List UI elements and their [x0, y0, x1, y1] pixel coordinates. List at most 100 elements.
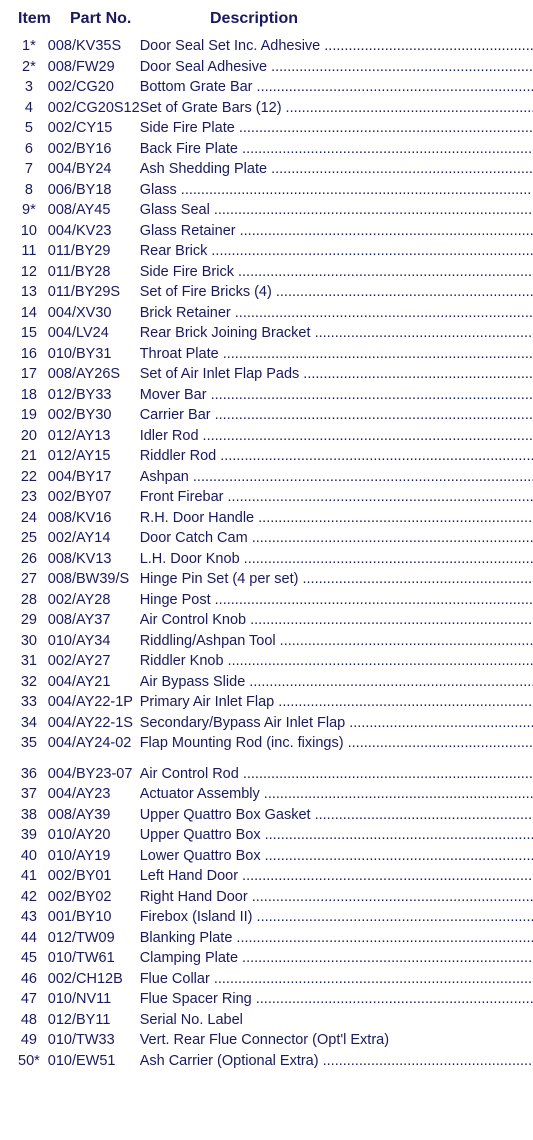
description-cell: Flap Mounting Rod (inc. fixings) [140, 733, 533, 754]
description-text: Door Catch Cam [140, 530, 533, 546]
description-text: Throat Plate [140, 346, 533, 362]
table-row: 17008/AY26SSet of Air Inlet Flap Pads [18, 364, 533, 385]
description-cell: Side Fire Brick [140, 262, 533, 283]
part-number: 002/AY14 [48, 528, 140, 549]
part-number: 010/AY34 [48, 631, 140, 652]
table-row: 32004/AY21Air Bypass Slide [18, 672, 533, 693]
description-cell: Riddler Rod [140, 446, 533, 467]
part-number: 011/BY29 [48, 241, 140, 262]
item-number: 37 [18, 784, 48, 805]
description-text: Carrier Bar [140, 407, 533, 423]
description-cell: Lower Quattro Box [140, 846, 533, 867]
part-number: 002/CH12B [48, 969, 140, 990]
table-row: 11011/BY29Rear Brick [18, 241, 533, 262]
item-number: 30 [18, 631, 48, 652]
item-number: 14 [18, 303, 48, 324]
description-cell: Air Control Knob [140, 610, 533, 631]
item-number: 25 [18, 528, 48, 549]
part-number: 008/FW29 [48, 57, 140, 78]
description-text: Flap Mounting Rod (inc. fixings) [140, 735, 533, 751]
item-number: 4 [18, 98, 48, 119]
item-number: 16 [18, 344, 48, 365]
part-number: 010/AY20 [48, 825, 140, 846]
description-cell: Set of Grate Bars (12) [140, 98, 533, 119]
description-text: R.H. Door Handle [140, 510, 533, 526]
description-cell: Door Catch Cam [140, 528, 533, 549]
part-number: 004/AY24-02 [48, 733, 140, 754]
description-cell: Firebox (Island II) [140, 907, 533, 928]
item-number: 11 [18, 241, 48, 262]
description-text: Clamping Plate [140, 950, 533, 966]
item-number: 38 [18, 805, 48, 826]
table-row: 35004/AY24-02Flap Mounting Rod (inc. fix… [18, 733, 533, 754]
description-text: Door Seal Set Inc. Adhesive [140, 38, 533, 54]
part-number: 012/AY13 [48, 426, 140, 447]
table-row: 12011/BY28Side Fire Brick [18, 262, 533, 283]
description-cell: Set of Fire Bricks (4) [140, 282, 533, 303]
table-row: 50*010/EW51Ash Carrier (Optional Extra) [18, 1051, 533, 1072]
table-row: 45010/TW61Clamping Plate [18, 948, 533, 969]
item-number: 29 [18, 610, 48, 631]
description-text: Left Hand Door [140, 868, 533, 884]
table-row: 10004/KV23Glass Retainer [18, 221, 533, 242]
description-text: Side Fire Brick [140, 264, 533, 280]
item-number: 18 [18, 385, 48, 406]
table-row: 39010/AY20Upper Quattro Box [18, 825, 533, 846]
part-number: 012/AY15 [48, 446, 140, 467]
part-number: 002/AY27 [48, 651, 140, 672]
part-number: 002/BY02 [48, 887, 140, 908]
item-number: 19 [18, 405, 48, 426]
item-number: 6 [18, 139, 48, 160]
item-number: 7 [18, 159, 48, 180]
description-cell: Air Bypass Slide [140, 672, 533, 693]
description-text: Hinge Pin Set (4 per set) [140, 571, 533, 587]
part-number: 004/AY23 [48, 784, 140, 805]
part-number: 008/BW39/S [48, 569, 140, 590]
description-cell: Hinge Post [140, 590, 533, 611]
table-row: 2*008/FW29Door Seal Adhesive [18, 57, 533, 78]
item-number: 44 [18, 928, 48, 949]
table-row: 22004/BY17Ashpan [18, 467, 533, 488]
parts-list-page: Item Part No. Description 1*008/KV35SDoo… [0, 0, 533, 1101]
description-cell: Set of Air Inlet Flap Pads [140, 364, 533, 385]
part-number: 011/BY28 [48, 262, 140, 283]
part-number: 004/AY22-1P [48, 692, 140, 713]
header-row: Item Part No. Description [18, 10, 515, 28]
table-row: 25002/AY14Door Catch Cam [18, 528, 533, 549]
part-number: 010/TW33 [48, 1030, 140, 1051]
part-number: 004/AY21 [48, 672, 140, 693]
description-text: Back Fire Plate [140, 141, 533, 157]
item-number: 12 [18, 262, 48, 283]
part-number: 002/BY16 [48, 139, 140, 160]
table-row: 20012/AY13Idler Rod [18, 426, 533, 447]
part-number: 002/CG20S12 [48, 98, 140, 119]
description-cell: Flue Collar [140, 969, 533, 990]
table-row: 24008/KV16R.H. Door Handle [18, 508, 533, 529]
table-row: 4002/CG20S12Set of Grate Bars (12) [18, 98, 533, 119]
item-number: 49 [18, 1030, 48, 1051]
part-number: 006/BY18 [48, 180, 140, 201]
description-cell: Rear Brick Joining Bracket [140, 323, 533, 344]
part-number: 004/KV23 [48, 221, 140, 242]
part-number: 008/AY39 [48, 805, 140, 826]
item-number: 21 [18, 446, 48, 467]
item-number: 33 [18, 692, 48, 713]
description-text: Air Control Rod [140, 766, 533, 782]
description-text: Primary Air Inlet Flap [140, 694, 533, 710]
item-number: 9* [18, 200, 48, 221]
part-number: 012/TW09 [48, 928, 140, 949]
item-number: 27 [18, 569, 48, 590]
table-row: 47010/NV11Flue Spacer Ring [18, 989, 533, 1010]
table-row: 37004/AY23Actuator Assembly [18, 784, 533, 805]
description-cell: Door Seal Adhesive [140, 57, 533, 78]
table-row: 28002/AY28Hinge Post [18, 590, 533, 611]
item-number: 17 [18, 364, 48, 385]
description-text: Serial No. Label [140, 1012, 243, 1028]
header-part: Part No. [70, 10, 210, 28]
part-number: 011/BY29S [48, 282, 140, 303]
description-cell: Front Firebar [140, 487, 533, 508]
description-cell: Hinge Pin Set (4 per set) [140, 569, 533, 590]
item-number: 31 [18, 651, 48, 672]
item-number: 50* [18, 1051, 48, 1072]
description-cell: Blanking Plate [140, 928, 533, 949]
